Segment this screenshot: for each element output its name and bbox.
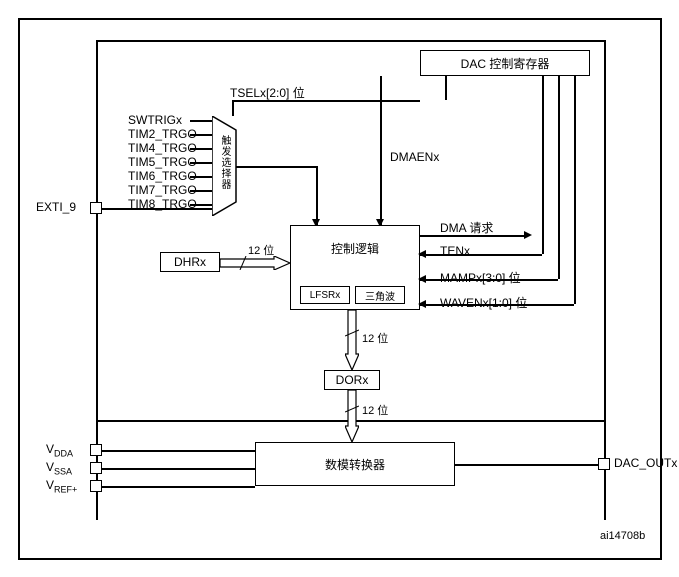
dac-converter-label: 数模转换器 — [325, 456, 385, 473]
mux-in-3-l — [190, 162, 212, 164]
dac-converter: 数模转换器 — [255, 442, 455, 486]
dac-control-register: DAC 控制寄存器 — [420, 50, 590, 76]
dmaen-label: DMAENx — [390, 150, 439, 164]
triangle-label: 三角波 — [365, 288, 395, 303]
ctrlreg-v1 — [445, 76, 447, 100]
dma-req-arrow — [524, 231, 532, 239]
vssa-label: VSSA — [46, 460, 72, 476]
lfsr-box: LFSRx — [300, 286, 350, 304]
mux-in-4-l — [190, 176, 212, 178]
dhr-bus — [220, 256, 290, 270]
waven-l — [420, 304, 574, 306]
diagram-canvas: DAC 控制寄存器 TSELx[2:0] 位 触发选择器 SWTRIGx TIM… — [0, 0, 679, 577]
mux-in-2: TIM4_TRGO — [128, 141, 197, 155]
vref-v: V — [46, 478, 54, 492]
vdda-label: VDDA — [46, 442, 73, 458]
dma-req-label: DMA 请求 — [440, 219, 493, 236]
dor-dac-bus — [345, 390, 359, 442]
mamp-arrow — [418, 275, 426, 283]
dac-control-register-label: DAC 控制寄存器 — [461, 55, 550, 72]
cl-dor-bus — [345, 310, 359, 370]
vdda-pin — [90, 444, 102, 456]
waven-arrow — [418, 300, 426, 308]
vref-sub: REF+ — [54, 484, 77, 494]
dhr-label: DHRx — [174, 255, 206, 269]
dacout-label: DAC_OUTx — [614, 456, 677, 470]
mux-label: 触发选择器 — [217, 135, 232, 190]
mux-in-4: TIM6_TRGO — [128, 169, 197, 183]
vssa-line — [102, 468, 255, 470]
exti9-line — [102, 208, 212, 210]
tsel-v — [232, 100, 234, 116]
waven-label: WAVENx[1:0] 位 — [440, 294, 527, 311]
mux-in-6-l — [190, 204, 212, 206]
rv-c — [574, 76, 576, 304]
mux-in-2-l — [190, 148, 212, 150]
mamp-label: MAMPx[3:0] 位 — [440, 269, 521, 286]
ten-l — [420, 254, 542, 256]
bus12-3-label: 12 位 — [362, 402, 388, 418]
dmaen-h — [380, 100, 420, 102]
vdda-line — [102, 450, 255, 452]
mux-in-5: TIM7_TRGO — [128, 183, 197, 197]
mux-in-3: TIM5_TRGO — [128, 155, 197, 169]
ten-label: TENx — [440, 244, 470, 258]
vssa-v: V — [46, 460, 54, 474]
dmaen-v — [380, 76, 382, 100]
vref-label: VREF+ — [46, 478, 77, 494]
dacout-pin — [598, 458, 610, 470]
lfsr-label: LFSRx — [310, 290, 341, 301]
inner-top — [96, 40, 605, 42]
exti9-label: EXTI_9 — [36, 200, 76, 214]
mux-out-v — [316, 166, 318, 225]
mux-in-5-l — [190, 190, 212, 192]
right-rail — [604, 40, 606, 520]
vssa-sub: SSA — [54, 466, 72, 476]
dacout-line — [455, 464, 598, 466]
mux-in-0-l — [190, 120, 212, 122]
mamp-l — [420, 279, 558, 281]
dmaen-v2 — [380, 100, 382, 225]
mux-in-1: TIM2_TRGO — [128, 127, 197, 141]
vref-pin — [90, 480, 102, 492]
ten-arrow — [418, 250, 426, 258]
control-logic-label: 控制逻辑 — [291, 240, 419, 257]
dor-label: DORx — [336, 373, 369, 387]
dhr-box: DHRx — [160, 252, 220, 272]
vssa-pin — [90, 462, 102, 474]
mux-in-1-l — [190, 134, 212, 136]
mux-in-0: SWTRIGx — [128, 113, 182, 127]
tsel-label: TSELx[2:0] 位 — [230, 84, 305, 101]
exti9-pin — [90, 202, 102, 214]
rv-a — [542, 76, 544, 254]
vdda-v: V — [46, 442, 54, 456]
bus12-2-label: 12 位 — [362, 330, 388, 346]
vref-line — [102, 486, 255, 488]
rv-b — [558, 76, 560, 279]
figure-id: ai14708b — [600, 530, 645, 542]
dma-req-l — [420, 235, 525, 237]
dor-box: DORx — [324, 370, 380, 390]
bus12-1-label: 12 位 — [248, 242, 274, 258]
triangle-box: 三角波 — [355, 286, 405, 304]
mux-out-h — [236, 166, 316, 168]
vdda-sub: DDA — [54, 448, 73, 458]
